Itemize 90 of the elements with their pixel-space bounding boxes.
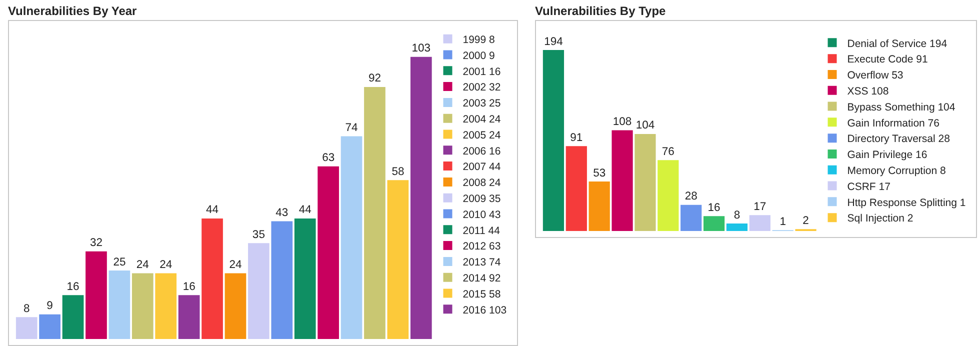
bar	[294, 218, 316, 339]
data-label: 58	[392, 166, 404, 178]
data-label: 24	[229, 259, 242, 272]
bar	[108, 270, 130, 339]
data-label: 2	[802, 214, 809, 227]
data-label: 104	[636, 120, 655, 132]
bar	[542, 50, 564, 231]
legend-label: Bypass Something 104	[847, 101, 956, 114]
data-label: 1	[780, 216, 786, 228]
data-label: 16	[182, 280, 196, 293]
bar	[62, 295, 84, 339]
bar	[703, 216, 725, 231]
data-label: 92	[368, 72, 381, 85]
data-label: 63	[322, 152, 335, 164]
data-label: 44	[298, 204, 312, 216]
legend-label: Http Response Splitting 1	[847, 196, 966, 209]
data-label: 44	[206, 204, 219, 216]
legend-label: Denial of Service 194	[847, 38, 948, 50]
bar	[680, 204, 702, 231]
data-label: 103	[412, 42, 431, 55]
bar	[271, 221, 293, 339]
bar	[634, 134, 656, 231]
legend-label: 2006 16	[462, 145, 501, 158]
legend-label: 2010 43	[462, 208, 501, 221]
legend-label: 2000 9	[462, 50, 496, 62]
data-label: 17	[754, 200, 766, 213]
bar	[318, 166, 339, 339]
legend-label: Overflow 53	[847, 70, 904, 82]
legend-label: Memory Corruption 8	[847, 164, 946, 177]
legend-label: 2014 92	[462, 272, 501, 284]
bar	[566, 146, 587, 231]
bar	[410, 56, 432, 339]
data-label: 76	[662, 146, 674, 158]
legend-label: CSRF 17	[847, 180, 891, 193]
bar	[340, 136, 362, 339]
data-label: 9	[46, 300, 53, 312]
data-label: 194	[544, 36, 563, 48]
legend-label: 2003 25	[462, 98, 501, 110]
bar	[364, 86, 386, 339]
data-label: 16	[66, 280, 80, 293]
data-label: 35	[252, 228, 265, 241]
bar	[248, 243, 270, 339]
data-label: 91	[570, 132, 583, 144]
bar	[588, 182, 610, 231]
bar	[726, 224, 748, 231]
legend-label: 1999 8	[462, 34, 496, 46]
chart-title: Vulnerabilities By Type	[535, 4, 666, 18]
legend-label: Directory Traversal 28	[847, 133, 950, 146]
bar	[39, 314, 60, 339]
legend-label: 2007 44	[462, 161, 501, 174]
bar	[224, 273, 246, 339]
bar	[749, 215, 770, 231]
data-label: 24	[136, 259, 149, 272]
legend-label: Execute Code 91	[847, 54, 928, 66]
legend-label: 2015 58	[462, 288, 501, 300]
bar	[155, 273, 177, 339]
bar	[16, 317, 38, 339]
legend-label: Gain Privilege 16	[847, 149, 928, 162]
data-label: 24	[160, 259, 172, 272]
legend-label: 2013 74	[462, 256, 501, 269]
data-label: 25	[113, 256, 126, 268]
data-label: 43	[276, 206, 288, 219]
data-label: 8	[23, 302, 30, 315]
data-label: 53	[593, 167, 606, 180]
bar	[178, 295, 200, 339]
bar	[86, 251, 107, 339]
legend-label: 2012 63	[462, 240, 501, 253]
bar	[387, 180, 409, 339]
bar	[132, 273, 154, 339]
legend-label: 2001 16	[462, 66, 501, 78]
bar	[202, 218, 223, 339]
legend-label: 2004 24	[462, 113, 501, 126]
data-label: 28	[684, 190, 698, 203]
legend-label: 2008 24	[462, 177, 501, 190]
legend-label: 2011 44	[462, 224, 500, 237]
bar	[612, 130, 633, 231]
data-label: 32	[90, 237, 102, 250]
legend-label: 2009 35	[462, 192, 501, 205]
bar	[658, 160, 679, 231]
chart-title: Vulnerabilities By Year	[8, 4, 137, 18]
legend-label: Gain Information 76	[847, 117, 940, 130]
legend-label: XSS 108	[847, 85, 889, 98]
legend-label: 2002 32	[462, 82, 501, 94]
data-label: 8	[734, 209, 740, 222]
data-label: 74	[345, 122, 358, 134]
legend-label: Sql Injection 2	[847, 212, 914, 225]
data-label: 16	[708, 202, 720, 214]
data-label: 108	[612, 116, 632, 128]
legend-label: 2005 24	[462, 129, 501, 142]
legend-label: 2016 103	[462, 304, 507, 316]
